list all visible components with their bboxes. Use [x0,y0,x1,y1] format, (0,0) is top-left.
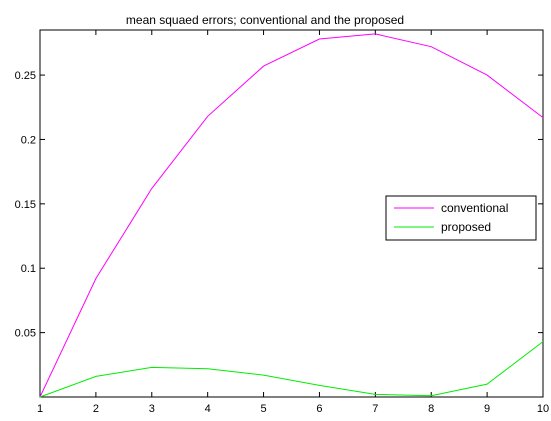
y-tick-label: 0.15 [15,199,36,211]
x-tick-label: 9 [484,403,490,415]
x-tick-label: 6 [316,403,322,415]
x-tick-label: 1 [37,403,43,415]
series-line-conventional [39,33,544,398]
y-tick-label: 0.25 [15,70,36,82]
legend-label-conventional: conventional [441,201,508,215]
y-tick-label: 0.2 [21,134,36,146]
x-tick-label: 10 [537,403,549,415]
y-tick-label: 0.1 [21,263,36,275]
series-line-proposed [39,341,544,398]
y-tick-label: 0.05 [15,328,36,340]
x-tick-label: 3 [149,403,155,415]
axis-ticks: 1 2 3 4 5 6 7 8 9 10 0.05 0.1 0.15 0.2 0.25 [15,30,549,415]
x-tick-label: 4 [205,403,211,415]
x-tick-label: 7 [372,403,378,415]
legend: conventional proposed [385,195,537,241]
x-tick-label: 5 [260,403,266,415]
legend-box [385,195,537,241]
x-tick-label: 2 [93,403,99,415]
chart-title: mean squaed errors; conventional and the… [126,13,404,27]
legend-label-proposed: proposed [441,220,491,234]
series-lines [39,33,544,398]
x-tick-label: 8 [428,403,434,415]
